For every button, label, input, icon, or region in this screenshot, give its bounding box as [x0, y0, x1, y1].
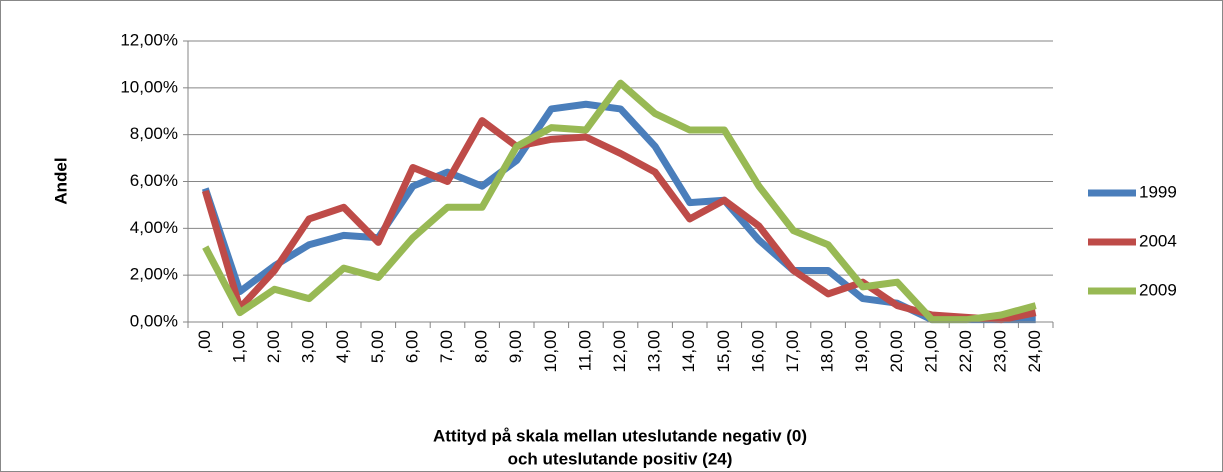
x-tick-label: 3,00 [299, 330, 318, 363]
x-tick-label: 2,00 [264, 330, 283, 363]
x-axis-label: och uteslutande positiv (24) [508, 449, 733, 468]
x-tick-label: 7,00 [437, 330, 456, 363]
x-tick-label: 1,00 [229, 330, 248, 363]
y-tick-label: 4,00% [130, 218, 178, 237]
x-tick-label: 8,00 [472, 330, 491, 363]
y-tick-label: 2,00% [130, 265, 178, 284]
x-tick-label: 14,00 [679, 330, 698, 373]
x-tick-label: 12,00 [610, 330, 629, 373]
y-tick-label: 12,00% [120, 30, 178, 49]
x-tick-label: 16,00 [748, 330, 767, 373]
legend-label: 2004 [1139, 231, 1177, 250]
x-tick-label: 21,00 [921, 330, 940, 373]
x-tick-label: 10,00 [541, 330, 560, 373]
y-tick-label: 10,00% [120, 77, 178, 96]
legend-label: 1999 [1139, 182, 1177, 201]
x-tick-label: 15,00 [714, 330, 733, 373]
series-line [202, 79, 1037, 324]
y-tick-label: 6,00% [130, 171, 178, 190]
x-axis-label: Attityd på skala mellan uteslutande nega… [433, 426, 807, 445]
series-line [201, 117, 1037, 324]
x-tick-label: 13,00 [645, 330, 664, 373]
y-tick-label: 0,00% [130, 311, 178, 330]
x-tick-label: ,00 [195, 330, 214, 354]
x-tick-label: 20,00 [887, 330, 906, 373]
x-tick-label: 6,00 [402, 330, 421, 363]
y-tick-label: 8,00% [130, 124, 178, 143]
x-tick-label: 5,00 [368, 330, 387, 363]
x-tick-label: 4,00 [333, 330, 352, 363]
legend-label: 2009 [1139, 280, 1177, 299]
x-tick-label: 11,00 [575, 330, 594, 371]
x-tick-label: 24,00 [1025, 330, 1044, 373]
x-tick-label: 23,00 [991, 330, 1010, 373]
x-tick-label: 18,00 [818, 330, 837, 373]
x-tick-label: 19,00 [852, 330, 871, 373]
x-tick-label: 17,00 [783, 330, 802, 373]
x-tick-label: 22,00 [956, 330, 975, 373]
x-tick-label: 9,00 [506, 330, 525, 363]
y-axis-label: Andel [51, 157, 70, 204]
